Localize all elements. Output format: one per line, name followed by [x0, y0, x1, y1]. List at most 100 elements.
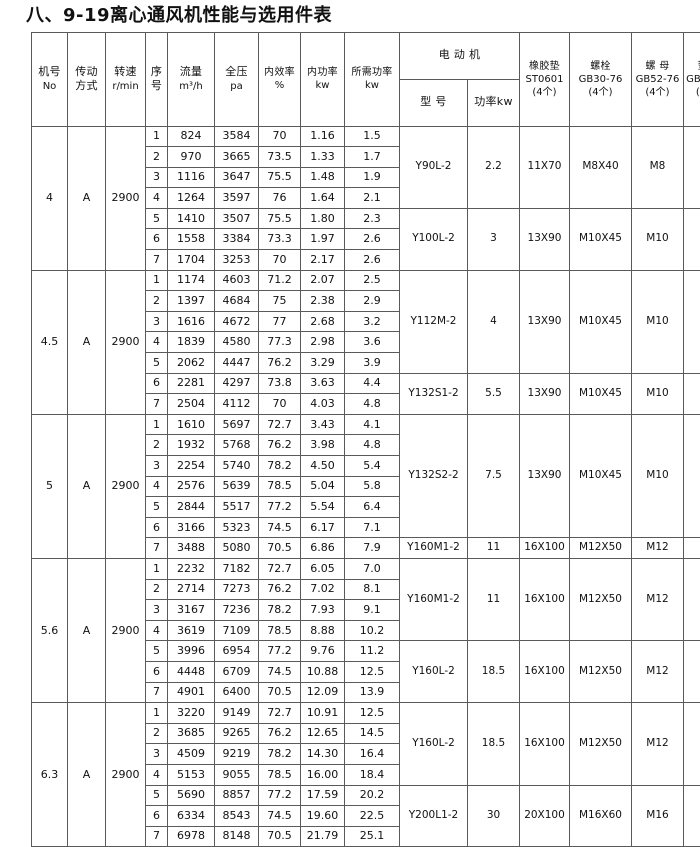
cell-index: 4 — [146, 620, 168, 641]
cell-flow: 4448 — [168, 661, 215, 682]
cell-speed: 2900 — [106, 558, 146, 702]
cell-flow: 3685 — [168, 723, 215, 744]
cell-required-power: 2.5 — [345, 270, 400, 291]
cell-motor-power: 2.2 — [468, 126, 520, 208]
cell-index: 7 — [146, 538, 168, 559]
cell-required-power: 7.1 — [345, 517, 400, 538]
cell-efficiency: 70.5 — [259, 826, 301, 847]
cell-flow: 5153 — [168, 764, 215, 785]
cell-index: 5 — [146, 208, 168, 229]
cell-speed: 2900 — [106, 703, 146, 847]
header-speed-line2: r/min — [106, 80, 145, 93]
header-motor-group: 电 动 机 — [400, 32, 520, 79]
cell-pressure: 5768 — [215, 435, 259, 456]
cell-required-power: 2.9 — [345, 291, 400, 312]
cell-drive: A — [68, 703, 106, 847]
cell-inner-power: 1.16 — [301, 126, 345, 147]
cell-inner-power: 6.17 — [301, 517, 345, 538]
header-pressure-line1: 全压 — [215, 65, 258, 79]
cell-motor-model: Y200L1-2 — [400, 785, 468, 847]
cell-index: 4 — [146, 764, 168, 785]
cell-bolt: M10X45 — [570, 270, 632, 373]
cell-index: 2 — [146, 723, 168, 744]
cell-bolt: M8X40 — [570, 126, 632, 208]
cell-pressure: 8148 — [215, 826, 259, 847]
cell-pressure: 7109 — [215, 620, 259, 641]
cell-motor-model: Y132S2-2 — [400, 414, 468, 538]
cell-inner-power: 19.60 — [301, 806, 345, 827]
cell-motor-power: 18.5 — [468, 703, 520, 785]
header-row: 机号 No 传动 方式 转速 r/min 序 号 流量 m³/h — [32, 32, 700, 79]
cell-efficiency: 72.7 — [259, 703, 301, 724]
cell-index: 7 — [146, 250, 168, 271]
cell-required-power: 7.0 — [345, 558, 400, 579]
cell-efficiency: 76.2 — [259, 435, 301, 456]
cell-index: 7 — [146, 682, 168, 703]
cell-nut: M10 — [632, 373, 684, 414]
cell-flow: 1932 — [168, 435, 215, 456]
cell-pressure: 3665 — [215, 147, 259, 168]
cell-drive: A — [68, 558, 106, 702]
cell-washer: 12 — [684, 538, 700, 559]
cell-pressure: 7182 — [215, 558, 259, 579]
cell-motor-model: Y160M1-2 — [400, 558, 468, 640]
cell-inner-power: 9.76 — [301, 641, 345, 662]
cell-model-no: 5.6 — [32, 558, 68, 702]
cell-efficiency: 70 — [259, 250, 301, 271]
cell-rubber-pad: 16X100 — [520, 641, 570, 703]
cell-index: 1 — [146, 414, 168, 435]
cell-required-power: 8.1 — [345, 579, 400, 600]
cell-index: 1 — [146, 558, 168, 579]
cell-motor-power: 30 — [468, 785, 520, 847]
cell-inner-power: 4.03 — [301, 394, 345, 415]
cell-washer: 8 — [684, 126, 700, 208]
cell-efficiency: 76.2 — [259, 579, 301, 600]
cell-required-power: 7.9 — [345, 538, 400, 559]
cell-inner-power: 7.93 — [301, 600, 345, 621]
cell-inner-power: 10.88 — [301, 661, 345, 682]
cell-flow: 824 — [168, 126, 215, 147]
cell-pressure: 4580 — [215, 332, 259, 353]
cell-inner-power: 2.98 — [301, 332, 345, 353]
cell-index: 2 — [146, 147, 168, 168]
cell-pressure: 4297 — [215, 373, 259, 394]
cell-pressure: 5517 — [215, 497, 259, 518]
header-inner-power-line1: 内功率 — [301, 66, 344, 79]
cell-pressure: 7273 — [215, 579, 259, 600]
cell-flow: 2062 — [168, 353, 215, 374]
cell-pressure: 3253 — [215, 250, 259, 271]
cell-inner-power: 4.50 — [301, 456, 345, 477]
cell-pressure: 8543 — [215, 806, 259, 827]
cell-pressure: 5740 — [215, 456, 259, 477]
cell-pressure: 3647 — [215, 167, 259, 188]
cell-inner-power: 1.80 — [301, 208, 345, 229]
cell-rubber-pad: 16X100 — [520, 558, 570, 640]
cell-inner-power: 12.09 — [301, 682, 345, 703]
cell-required-power: 25.1 — [345, 826, 400, 847]
cell-inner-power: 2.17 — [301, 250, 345, 271]
cell-index: 4 — [146, 332, 168, 353]
cell-inner-power: 5.54 — [301, 497, 345, 518]
cell-efficiency: 77.2 — [259, 497, 301, 518]
table-header: 机号 No 传动 方式 转速 r/min 序 号 流量 m³/h — [32, 32, 700, 126]
cell-model-no: 5 — [32, 414, 68, 558]
cell-nut: M10 — [632, 270, 684, 373]
cell-drive: A — [68, 126, 106, 270]
cell-index: 7 — [146, 394, 168, 415]
cell-efficiency: 77 — [259, 311, 301, 332]
header-efficiency: 内效率 % — [259, 32, 301, 126]
cell-pressure: 9055 — [215, 764, 259, 785]
cell-pressure: 6709 — [215, 661, 259, 682]
cell-efficiency: 70 — [259, 394, 301, 415]
cell-index: 6 — [146, 517, 168, 538]
cell-inner-power: 1.97 — [301, 229, 345, 250]
header-required-power-line2: kw — [345, 79, 399, 92]
cell-pressure: 9219 — [215, 744, 259, 765]
cell-efficiency: 76.2 — [259, 723, 301, 744]
cell-washer: 10 — [684, 373, 700, 414]
header-model-no: 机号 No — [32, 32, 68, 126]
cell-bolt: M12X50 — [570, 558, 632, 640]
header-rubber-pad-line3: (4个) — [520, 86, 569, 99]
cell-motor-model: Y112M-2 — [400, 270, 468, 373]
cell-rubber-pad: 20X100 — [520, 785, 570, 847]
